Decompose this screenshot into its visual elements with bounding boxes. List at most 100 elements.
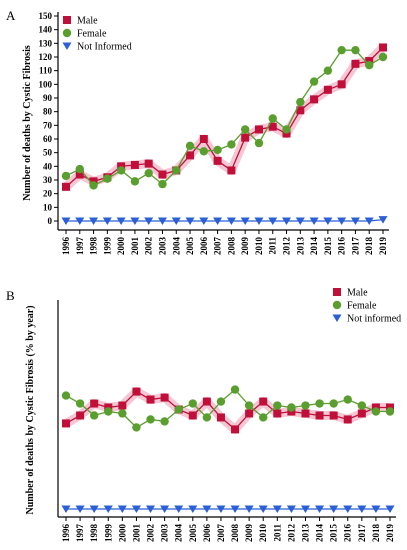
data-point [287, 403, 296, 412]
data-point [337, 217, 347, 225]
data-point [231, 425, 240, 434]
data-point [343, 395, 352, 404]
series-not-informed [61, 216, 388, 225]
data-point [364, 217, 374, 225]
x-tick-label: 1997 [75, 524, 85, 543]
legend-label: Male [77, 16, 98, 27]
x-tick-label: 2016 [337, 237, 347, 256]
data-point [89, 217, 99, 225]
data-point [357, 409, 366, 418]
data-point [116, 217, 126, 225]
data-point [160, 417, 169, 426]
data-point [117, 505, 127, 513]
data-point [90, 399, 99, 408]
data-point [103, 174, 112, 183]
x-tick-label: 2003 [157, 237, 167, 256]
x-tick-label: 2015 [323, 237, 333, 256]
data-point [254, 125, 263, 134]
x-tick-label: 2014 [309, 237, 319, 256]
data-point [61, 505, 71, 513]
data-point [371, 505, 381, 513]
data-point [351, 59, 360, 68]
data-point [357, 401, 367, 410]
data-point [351, 45, 360, 55]
data-point [343, 505, 353, 513]
x-tick-label: 2009 [240, 237, 250, 256]
data-point [171, 217, 181, 225]
panel-b-axes [57, 300, 396, 518]
data-point [202, 413, 212, 422]
x-tick-label: 1997 [75, 237, 85, 256]
data-point [365, 60, 374, 70]
x-tick-label: 2002 [146, 524, 156, 543]
x-tick-label: 1998 [89, 237, 99, 256]
data-point [76, 411, 85, 420]
x-tick-label: 2010 [258, 524, 268, 543]
data-point [323, 217, 333, 225]
y-tick-label: 120 [39, 52, 53, 62]
data-point [273, 401, 282, 410]
data-point [378, 52, 388, 62]
legend-label: Not informed [347, 314, 401, 325]
data-point [75, 170, 84, 179]
y-tick-label: 0 [48, 216, 53, 226]
x-tick-label: 1996 [61, 524, 71, 543]
panel-b-legend: Male Female Not informed [332, 288, 401, 325]
x-tick-label: 2012 [282, 237, 292, 256]
data-point [323, 85, 332, 94]
data-point [268, 114, 277, 123]
panel-a-axes [57, 12, 389, 231]
data-point [268, 122, 277, 131]
data-point [102, 217, 112, 225]
x-tick-label: 2006 [202, 524, 212, 543]
data-point [130, 160, 139, 169]
x-tick-label: 2001 [131, 524, 141, 543]
data-point [188, 411, 197, 420]
x-tick-label: 1999 [102, 237, 112, 256]
panel-b-label: B [6, 288, 15, 303]
panel-b-series [61, 385, 395, 513]
data-point [244, 401, 254, 410]
data-point [158, 170, 167, 179]
legend-marker [333, 288, 341, 296]
panel-a-x-ticks: 1996 1997 1998 1999 2000 2001 2002 2003 2004 2005… [61, 230, 388, 255]
data-point [309, 77, 319, 86]
data-point [296, 106, 305, 115]
data-point [185, 141, 195, 151]
data-point [199, 135, 208, 143]
legend-label: Female [77, 29, 107, 40]
data-point [295, 217, 305, 225]
legend-marker [332, 300, 342, 310]
x-tick-label: 2011 [268, 237, 278, 255]
data-point [75, 399, 85, 408]
legend-marker [332, 314, 342, 322]
x-tick-label: 2002 [144, 237, 154, 256]
data-point [337, 80, 346, 89]
data-point [61, 217, 71, 225]
x-tick-label: 2000 [116, 237, 126, 256]
data-point [160, 393, 169, 402]
x-tick-label: 2019 [378, 237, 388, 256]
x-tick-label: 2009 [244, 524, 254, 543]
data-point [378, 216, 388, 224]
x-tick-label: 2013 [295, 237, 305, 256]
x-tick-label: 1998 [89, 524, 99, 543]
series-female [61, 385, 395, 432]
data-point [144, 168, 153, 178]
data-point [144, 159, 153, 168]
x-tick-label: 2004 [174, 524, 184, 543]
data-point [131, 505, 141, 513]
data-point [216, 397, 226, 406]
panel-b-chart: B Number of deaths by Cystic Fibrosis (%… [6, 288, 401, 543]
legend-marker [62, 42, 72, 50]
data-point [103, 505, 113, 513]
x-tick-label: 2019 [385, 524, 395, 543]
legend-label: Not Informed [77, 42, 132, 53]
series-line [65, 46, 384, 188]
legend-label: Male [347, 288, 368, 299]
x-tick-label: 2017 [350, 237, 360, 256]
series-male [62, 43, 387, 191]
data-point [160, 505, 170, 513]
data-point [118, 401, 127, 410]
data-point [146, 415, 155, 424]
